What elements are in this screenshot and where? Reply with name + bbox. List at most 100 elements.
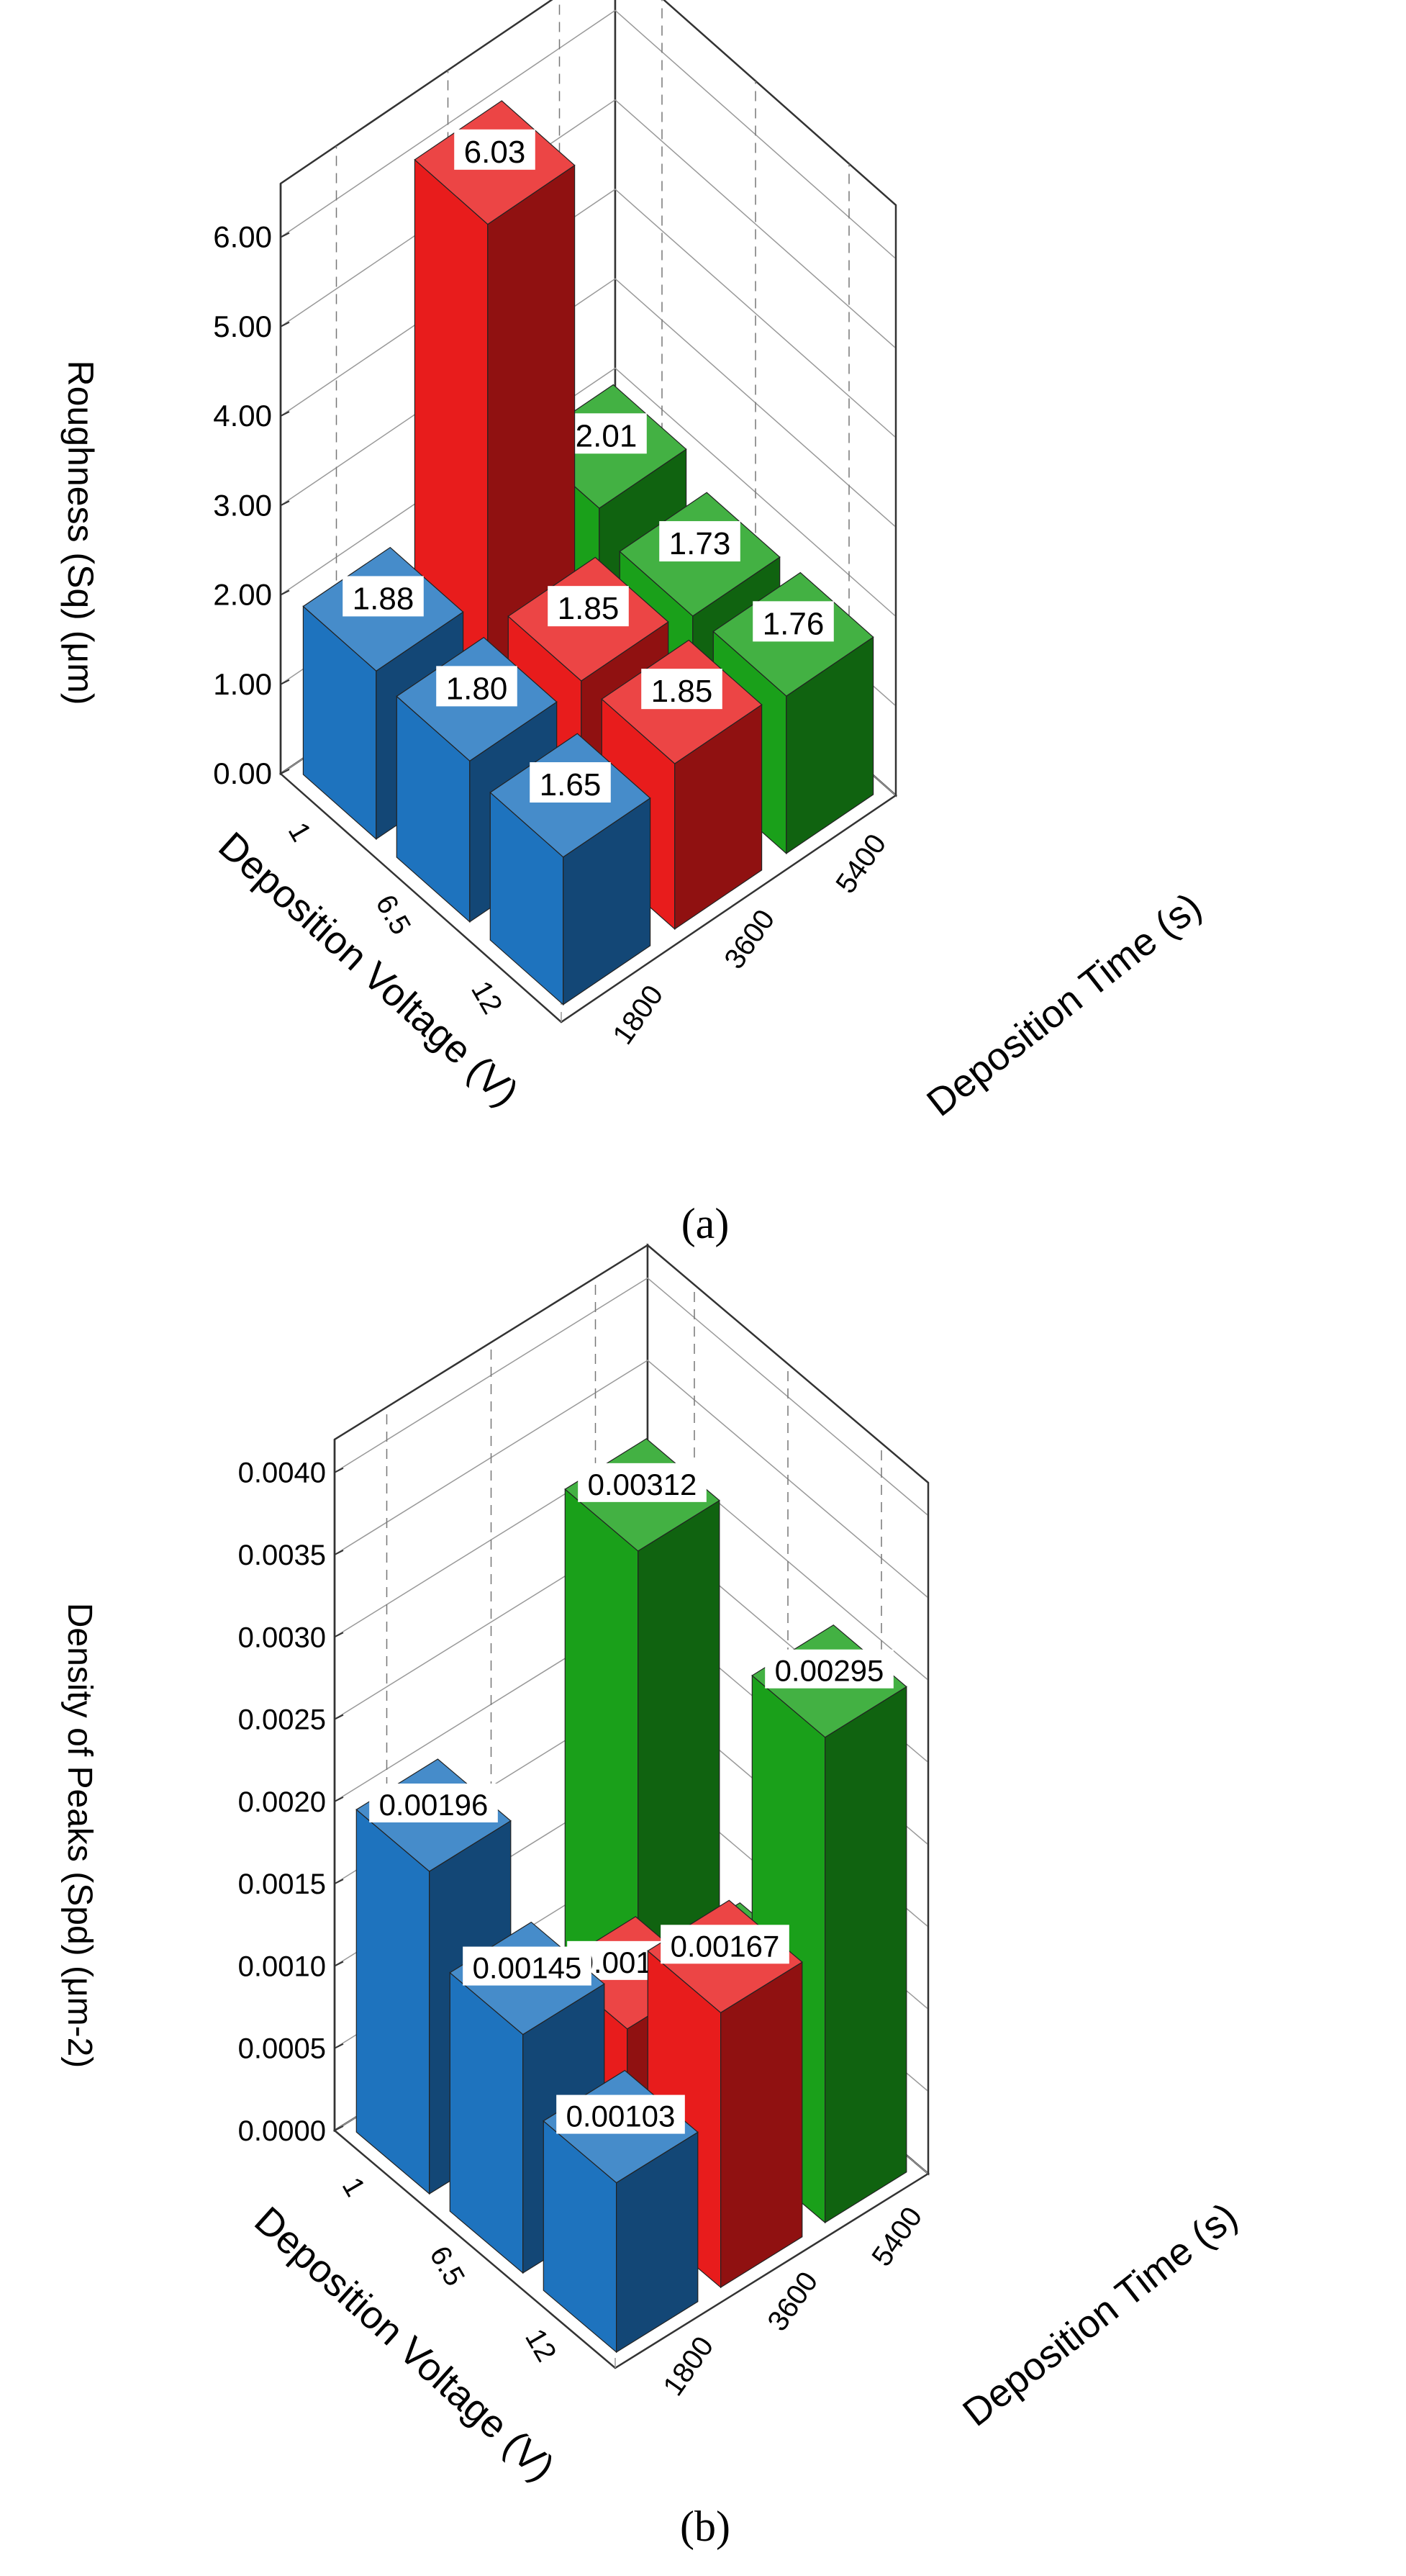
voltage-tick-label: 6.5 [369, 890, 417, 940]
z-tick-labels: 0.0000 0.0005 0.0010 0.0015 0.0020 0.0025 0.00… [238, 1458, 344, 2147]
bar-value-label: 1.73 [669, 526, 731, 561]
z-tick [334, 1796, 344, 1802]
bar-value-label: 1.80 [446, 671, 508, 706]
z-tick [334, 2043, 344, 2049]
z-tick-label: 0.0020 [238, 1786, 326, 1818]
bar-value-label: 1.65 [540, 767, 602, 803]
z-gridline [280, 99, 897, 349]
z-tick-label: 0.0015 [238, 1868, 326, 1900]
bar-label-bg [454, 129, 535, 170]
z-gridline [280, 367, 897, 618]
time-axis-title: Deposition Time (s) [955, 2195, 1245, 2435]
z-tick-label: 5.00 [213, 309, 272, 343]
voltage-tick-label: 12 [519, 2323, 562, 2367]
z-tick [334, 1961, 344, 1967]
time-tick-label: 1800 [607, 980, 669, 1050]
z-tick [334, 1632, 344, 1638]
bar-group: 1.76 [712, 571, 874, 855]
bar-value-label: 0.00145 [473, 1951, 582, 1985]
z-tick-label: 3.00 [213, 488, 272, 522]
z-tick-label: 6.00 [213, 220, 272, 254]
bar-label-bg [556, 2094, 685, 2134]
z-tick [334, 1467, 344, 1473]
bar-label-bg [530, 762, 611, 803]
z-axis-title: Roughness (Sq) (μm) [60, 361, 101, 705]
chart-panel-a: 0.00 1.00 2.00 3.00 4.00 5.00 6.00 Roughness (S… [60, 0, 1210, 1125]
bar-value-label: 0.00196 [379, 1788, 489, 1822]
voltage-tick-label: 6.5 [423, 2241, 471, 2291]
z-tick [280, 769, 290, 774]
bar-label-bg [753, 601, 834, 642]
z-tick-label: 0.0040 [238, 1458, 326, 1489]
bar-group: 1.65 [489, 733, 651, 1006]
voltage-tick-label: 12 [465, 976, 508, 1020]
bar-group: 0.00295 [751, 1624, 907, 2224]
z-tick [280, 589, 290, 596]
bar-value-label: 0.00103 [566, 2100, 676, 2133]
z-tick [334, 1714, 344, 1720]
bar-value-label: 0.00295 [775, 1654, 884, 1688]
bar-value-label: 2.01 [576, 418, 638, 453]
time-axis-title: Deposition Time (s) [919, 885, 1209, 1125]
bar-value-label: 1.88 [353, 581, 414, 616]
z-tick [334, 2125, 344, 2131]
bar-label-bg [661, 1925, 789, 1964]
time-tick-label: 3600 [718, 904, 781, 975]
bar-value-label: 0.00167 [671, 1929, 780, 1963]
z-tick-label: 0.0010 [238, 1951, 326, 1982]
z-tick [280, 321, 290, 327]
bar-value-label: 1.85 [651, 674, 713, 709]
bar-side-face [720, 1961, 803, 2289]
bars: 2.01 1.73 1.76 6.03 1.85 1.85 1.88 1.80 1.65 [302, 100, 874, 1006]
z-tick-label: 0.0030 [238, 1622, 326, 1653]
bar-side-face [824, 1686, 907, 2224]
z-tick [334, 1550, 344, 1555]
z-tick-label: 0.0035 [238, 1540, 326, 1571]
panel-b-caption: (b) [680, 2503, 730, 2550]
time-tick-label: 1800 [657, 2331, 720, 2401]
z-gridline [280, 9, 897, 260]
z-tick-label: 4.00 [213, 399, 272, 433]
bar-group: 0.00167 [647, 1899, 803, 2289]
z-gridline [334, 1277, 929, 1517]
z-gridline [280, 189, 897, 438]
bar-label-bg [765, 1649, 894, 1689]
bar-label-bg [566, 413, 647, 454]
z-tick-label: 0.00 [213, 756, 272, 790]
z-tick-labels: 0.00 1.00 2.00 3.00 4.00 5.00 6.00 [213, 220, 290, 790]
bar-label-bg [578, 1463, 707, 1502]
bar-label-bg [343, 576, 424, 617]
bars: 0.003120.0007800.002950.0004960.001090.0… [355, 1438, 907, 2354]
bar-label-bg [369, 1784, 498, 1822]
z-tick [280, 232, 290, 238]
chart-panel-b: 0.0000 0.0005 0.0010 0.0015 0.0020 0.0025 0.00… [60, 1243, 1246, 2490]
time-tick-label: 5400 [866, 2201, 928, 2272]
bar-label-bg [548, 586, 629, 627]
z-tick-label: 2.00 [213, 578, 272, 612]
time-tick-label: 5400 [830, 828, 892, 899]
bar-label-bg [641, 669, 722, 710]
z-tick [334, 1879, 344, 1885]
bar-value-label: 1.76 [763, 606, 825, 641]
z-gridline [334, 1360, 929, 1599]
z-tick [280, 679, 290, 685]
bar-value-label: 6.03 [464, 135, 526, 170]
bar-group: 0.00103 [543, 2069, 699, 2354]
voltage-tick-label: 1 [282, 817, 317, 846]
panel-a-caption: (a) [681, 1200, 730, 1247]
z-tick-label: 0.0005 [238, 2033, 326, 2065]
voltage-tick-label: 1 [336, 2172, 371, 2202]
bar-label-bg [659, 521, 740, 562]
z-tick [280, 500, 290, 507]
z-tick-label: 0.0025 [238, 1704, 326, 1736]
z-gridline [280, 278, 897, 528]
bar-group: 1.85 [601, 639, 763, 931]
bar-front-face [355, 1808, 430, 2195]
bar-label-bg [436, 666, 517, 707]
z-tick-label: 1.00 [213, 667, 272, 701]
z-tick-label: 0.0000 [238, 2115, 326, 2147]
bar-label-bg [463, 1946, 591, 1986]
bar-value-label: 1.85 [558, 591, 620, 626]
time-tick-label: 3600 [761, 2266, 824, 2336]
